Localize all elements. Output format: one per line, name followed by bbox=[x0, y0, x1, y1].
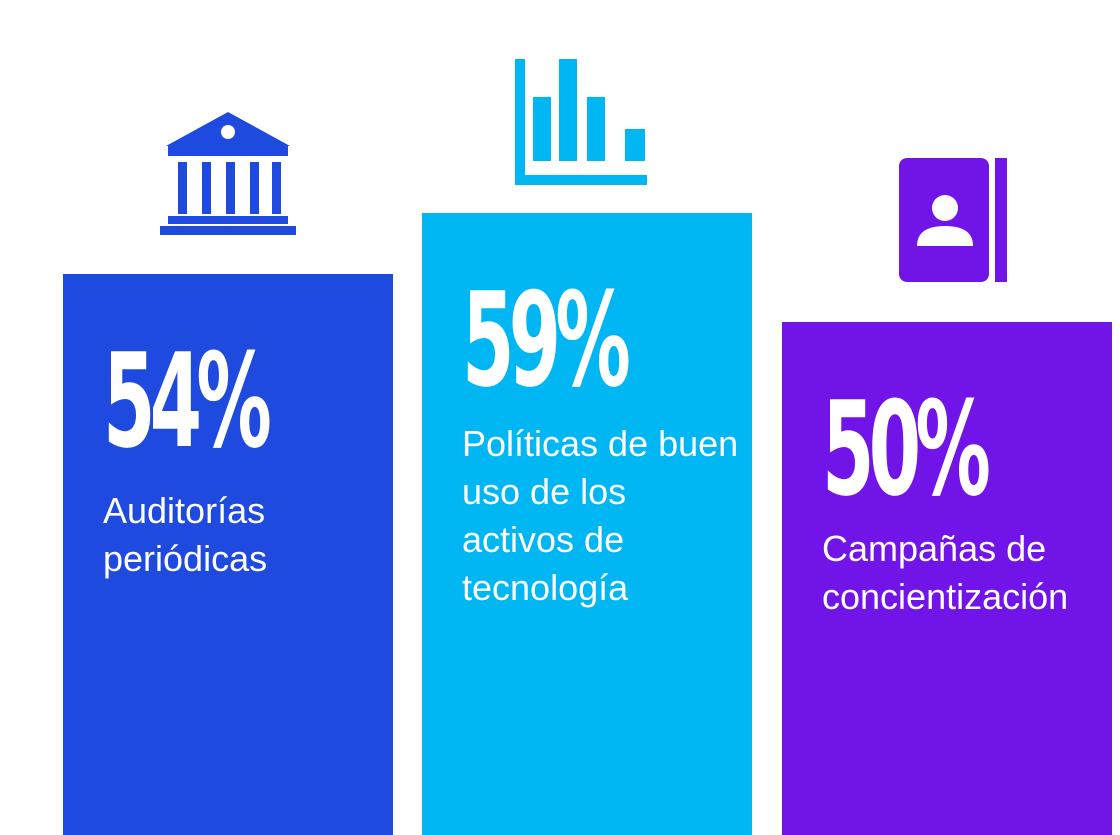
bar-politicas: 59% Políticas de buen uso de los activos… bbox=[422, 213, 752, 835]
bar-category-label: Campañas de concientización bbox=[822, 528, 1069, 617]
bar-campanas: 50% Campañas de concientización bbox=[782, 322, 1112, 835]
bar-value-label: 50% bbox=[822, 373, 991, 525]
bar-value-label: 59% bbox=[462, 264, 631, 416]
bar-value-label: 54% bbox=[103, 325, 272, 477]
contact-book-icon bbox=[899, 158, 1007, 284]
bar-chart-icon bbox=[515, 59, 647, 185]
bar-auditorias: 54% Auditorías periódicas bbox=[63, 274, 393, 835]
bank-icon bbox=[160, 110, 296, 236]
bar-category-label: Políticas de buen uso de los activos de … bbox=[462, 423, 739, 608]
bar-category-label: Auditorías periódicas bbox=[103, 490, 268, 579]
